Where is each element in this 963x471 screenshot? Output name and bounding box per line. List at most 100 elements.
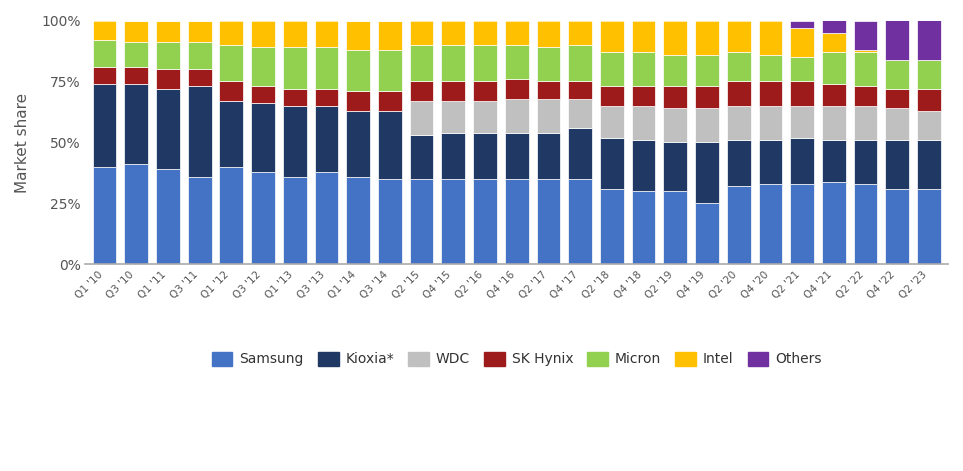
Bar bbox=[791, 138, 814, 184]
Bar bbox=[791, 106, 814, 138]
Bar bbox=[759, 184, 782, 264]
Bar bbox=[759, 81, 782, 106]
Bar bbox=[220, 45, 244, 81]
Bar bbox=[220, 21, 244, 45]
Bar bbox=[695, 21, 719, 55]
Bar bbox=[409, 179, 433, 264]
Bar bbox=[378, 91, 402, 111]
Bar bbox=[536, 81, 560, 98]
Bar bbox=[568, 45, 592, 81]
Bar bbox=[505, 179, 529, 264]
Bar bbox=[727, 106, 750, 140]
Bar bbox=[917, 21, 941, 59]
Bar bbox=[92, 40, 117, 67]
Bar bbox=[283, 21, 306, 48]
Bar bbox=[917, 189, 941, 264]
Bar bbox=[441, 81, 465, 101]
Bar bbox=[315, 21, 338, 48]
Bar bbox=[791, 21, 814, 28]
Bar bbox=[727, 52, 750, 81]
Bar bbox=[473, 21, 497, 45]
Bar bbox=[156, 69, 180, 89]
Bar bbox=[600, 189, 624, 264]
Bar bbox=[220, 81, 244, 101]
Bar bbox=[791, 81, 814, 106]
Bar bbox=[505, 21, 529, 45]
Bar bbox=[695, 143, 719, 203]
Bar bbox=[568, 179, 592, 264]
Bar bbox=[568, 128, 592, 179]
Bar bbox=[885, 189, 909, 264]
Bar bbox=[441, 133, 465, 179]
Bar bbox=[664, 86, 688, 108]
Bar bbox=[853, 140, 877, 184]
Bar bbox=[156, 169, 180, 264]
Bar bbox=[473, 101, 497, 133]
Bar bbox=[727, 21, 750, 52]
Bar bbox=[632, 86, 656, 106]
Bar bbox=[791, 184, 814, 264]
Bar bbox=[885, 140, 909, 189]
Bar bbox=[536, 98, 560, 133]
Bar bbox=[568, 21, 592, 45]
Bar bbox=[568, 98, 592, 128]
Bar bbox=[759, 55, 782, 81]
Bar bbox=[727, 187, 750, 264]
Bar bbox=[885, 21, 909, 59]
Bar bbox=[124, 67, 148, 84]
Bar bbox=[822, 21, 846, 32]
Bar bbox=[156, 89, 180, 169]
Bar bbox=[315, 48, 338, 89]
Bar bbox=[378, 111, 402, 179]
Bar bbox=[600, 86, 624, 106]
Bar bbox=[727, 81, 750, 106]
Bar bbox=[92, 21, 117, 40]
Bar bbox=[822, 140, 846, 181]
Bar bbox=[409, 45, 433, 81]
Bar bbox=[664, 143, 688, 191]
Bar bbox=[885, 89, 909, 108]
Bar bbox=[600, 52, 624, 86]
Bar bbox=[600, 106, 624, 138]
Bar bbox=[220, 167, 244, 264]
Bar bbox=[124, 42, 148, 67]
Bar bbox=[409, 21, 433, 45]
Bar bbox=[759, 140, 782, 184]
Bar bbox=[347, 91, 370, 111]
Bar bbox=[283, 177, 306, 264]
Bar bbox=[600, 21, 624, 52]
Bar bbox=[664, 21, 688, 55]
Bar bbox=[917, 111, 941, 140]
Bar bbox=[917, 140, 941, 189]
Bar bbox=[853, 21, 877, 50]
Bar bbox=[92, 84, 117, 167]
Bar bbox=[536, 179, 560, 264]
Bar bbox=[473, 133, 497, 179]
Bar bbox=[441, 101, 465, 133]
Bar bbox=[568, 81, 592, 98]
Bar bbox=[188, 177, 212, 264]
Bar bbox=[409, 81, 433, 101]
Bar bbox=[885, 108, 909, 140]
Bar bbox=[315, 172, 338, 264]
Bar bbox=[441, 45, 465, 81]
Bar bbox=[664, 191, 688, 264]
Bar bbox=[92, 167, 117, 264]
Bar bbox=[853, 50, 877, 52]
Bar bbox=[632, 52, 656, 86]
Bar bbox=[853, 184, 877, 264]
Bar bbox=[853, 52, 877, 86]
Bar bbox=[378, 50, 402, 91]
Bar bbox=[92, 67, 117, 84]
Bar bbox=[347, 177, 370, 264]
Bar bbox=[917, 89, 941, 111]
Bar bbox=[188, 42, 212, 69]
Bar bbox=[505, 45, 529, 79]
Bar bbox=[791, 57, 814, 81]
Bar bbox=[791, 28, 814, 57]
Bar bbox=[695, 55, 719, 86]
Bar bbox=[632, 191, 656, 264]
Bar bbox=[378, 21, 402, 50]
Bar bbox=[251, 172, 275, 264]
Bar bbox=[505, 79, 529, 98]
